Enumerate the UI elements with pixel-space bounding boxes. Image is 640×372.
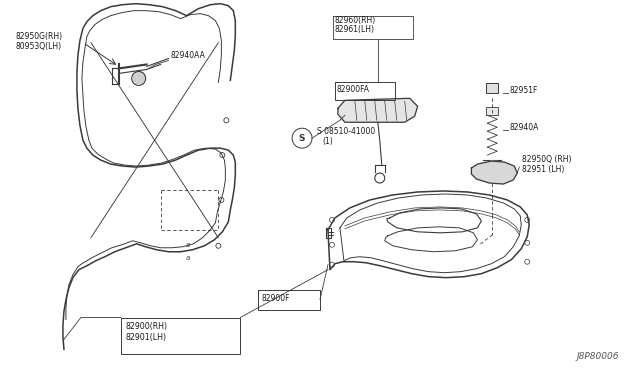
Text: 82950G(RH): 82950G(RH) xyxy=(15,32,62,41)
Text: 82901(LH): 82901(LH) xyxy=(125,333,167,342)
Text: 80953Q(LH): 80953Q(LH) xyxy=(15,42,61,51)
Polygon shape xyxy=(338,98,418,122)
Text: 82951F: 82951F xyxy=(509,86,538,95)
Text: J8P80006: J8P80006 xyxy=(577,352,619,361)
Text: S: S xyxy=(299,134,305,143)
Text: a: a xyxy=(186,242,189,248)
Text: 82900F: 82900F xyxy=(261,294,290,302)
Text: 82900(RH): 82900(RH) xyxy=(125,323,168,331)
FancyBboxPatch shape xyxy=(486,107,499,115)
Text: 82950Q (RH): 82950Q (RH) xyxy=(522,155,572,164)
Text: S 08510-41000: S 08510-41000 xyxy=(317,127,375,136)
Text: a: a xyxy=(186,255,189,261)
Text: 82940A: 82940A xyxy=(509,123,539,132)
Text: 82960(RH): 82960(RH) xyxy=(335,16,376,25)
Text: 82900FA: 82900FA xyxy=(337,85,370,94)
Text: 82940AA: 82940AA xyxy=(171,51,205,61)
FancyBboxPatch shape xyxy=(486,83,499,93)
Text: 82951 (LH): 82951 (LH) xyxy=(522,165,564,174)
Text: (1): (1) xyxy=(322,137,333,146)
Polygon shape xyxy=(472,161,517,184)
Text: 82961(LH): 82961(LH) xyxy=(335,25,375,33)
